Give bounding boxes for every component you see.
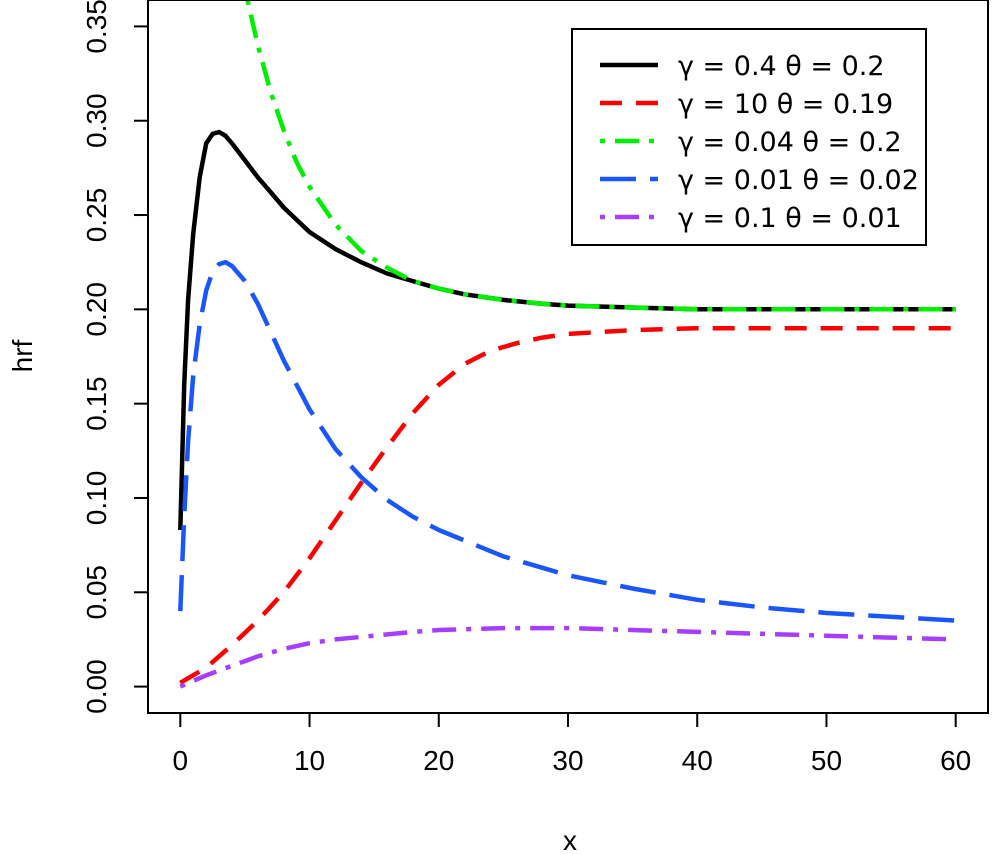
y-axis: 0.00 0.05 0.10 0.15 0.20 0.25 0.30 0.35 (81, 0, 149, 714)
legend-label-2: γ = 10 θ = 0.19 (678, 89, 893, 120)
x-tick-label: 60 (940, 745, 971, 776)
series-line-1 (178, 129, 956, 531)
y-tick-label: 0.00 (81, 659, 112, 714)
legend-label-1: γ = 0.4 θ = 0.2 (678, 51, 885, 82)
legend-label-3: γ = 0.04 θ = 0.2 (678, 127, 902, 158)
legend-label-5: γ = 0.1 θ = 0.01 (678, 203, 902, 234)
series-layer (178, 0, 956, 689)
y-tick-label: 0.30 (81, 93, 112, 148)
x-tick-label: 20 (423, 745, 454, 776)
y-tick-label: 0.05 (81, 565, 112, 620)
series-line-4 (178, 259, 956, 623)
x-axis: 0 10 20 30 40 50 60 (173, 712, 971, 776)
x-axis-title: x (563, 825, 577, 854)
x-tick-label: 50 (811, 745, 842, 776)
y-tick-label: 0.15 (81, 376, 112, 431)
y-tick-label: 0.25 (81, 188, 112, 243)
legend-label-4: γ = 0.01 θ = 0.02 (678, 165, 919, 196)
legend: γ = 0.4 θ = 0.2 γ = 10 θ = 0.19 γ = 0.04 θ… (571, 28, 927, 246)
x-tick-label: 0 (173, 745, 189, 776)
y-axis-title: hrf (7, 339, 38, 372)
y-tick-label: 0.10 (81, 471, 112, 526)
x-tick-label: 40 (682, 745, 713, 776)
x-tick-label: 10 (294, 745, 325, 776)
series-line-5 (179, 625, 956, 689)
x-tick-label: 30 (552, 745, 583, 776)
series-line-2 (179, 325, 956, 685)
y-tick-label: 0.35 (81, 0, 112, 54)
y-tick-label: 0.20 (81, 282, 112, 337)
series-line-3 (245, 0, 956, 312)
